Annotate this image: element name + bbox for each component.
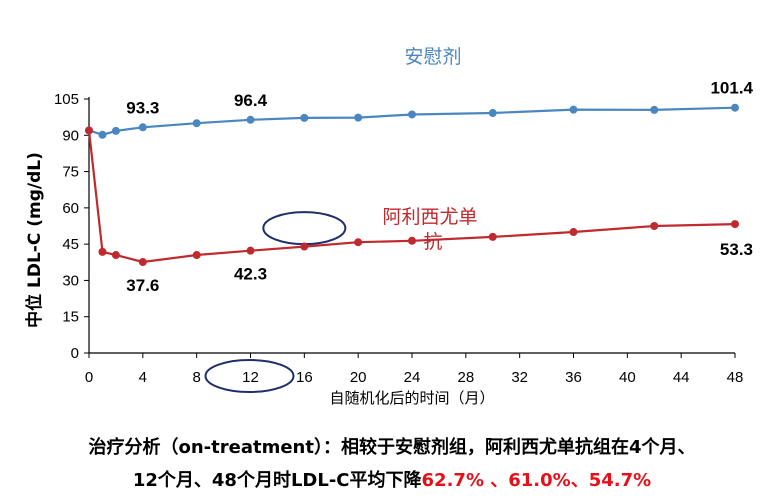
series-points xyxy=(85,103,739,267)
caption-reduction-values: 62.7% 、61.0%、54.7% xyxy=(421,470,652,491)
x-tick-label: 16 xyxy=(296,369,313,386)
alirocumab-label-line2: 抗 xyxy=(423,231,442,253)
y-axis-ticks: 0 15 30 45 60 75 90 105 xyxy=(54,91,89,362)
y-tick-label: 0 xyxy=(71,345,79,362)
data-point xyxy=(731,220,739,229)
data-point xyxy=(408,236,416,245)
x-tick-label: 32 xyxy=(511,369,528,386)
data-point xyxy=(569,228,578,237)
curve-month-16-highlight-ellipse xyxy=(262,211,347,246)
data-point xyxy=(488,232,497,241)
data-label: 101.4 xyxy=(710,79,753,98)
data-point xyxy=(300,113,309,122)
alirocumab-label-line1: 阿利西尤单 xyxy=(382,206,477,228)
data-point xyxy=(192,251,201,260)
caption-line-2: 12个月、48个月时LDL-C平均下降62.7% 、61.0%、54.7% xyxy=(0,466,784,492)
y-tick-label: 90 xyxy=(62,127,79,144)
x-tick-label: 44 xyxy=(673,369,690,386)
data-point xyxy=(246,115,255,124)
y-tick-label: 75 xyxy=(62,164,79,181)
data-point xyxy=(138,258,147,267)
y-tick-label: 30 xyxy=(62,272,79,289)
x-tick-label: 40 xyxy=(619,369,636,386)
data-point xyxy=(98,247,107,256)
x-tick-label: 48 xyxy=(727,369,744,386)
data-point xyxy=(650,222,659,230)
data-point xyxy=(731,103,739,112)
x-tick-12-highlight-ellipse xyxy=(204,359,295,393)
y-axis-title: 中位 LDL-C (mg/dL) xyxy=(24,152,45,328)
y-tick-label: 45 xyxy=(62,236,79,253)
data-label: 42.3 xyxy=(234,265,267,284)
data-point xyxy=(192,119,201,128)
x-tick-label: 28 xyxy=(457,369,474,386)
data-point xyxy=(569,105,578,114)
data-labels: 93.3 96.4 101.4 37.6 42.3 53.3 xyxy=(126,79,753,295)
data-point xyxy=(111,126,120,135)
data-point xyxy=(111,251,120,260)
y-tick-label: 105 xyxy=(54,91,79,108)
caption-line-2-text: 12个月、48个月时LDL-C平均下降 xyxy=(132,470,422,491)
placebo-series-label: 安慰剂 xyxy=(404,46,461,68)
data-point xyxy=(138,123,147,132)
x-tick-label: 8 xyxy=(192,369,200,386)
y-tick-label: 15 xyxy=(62,309,79,326)
data-label: 96.4 xyxy=(234,91,268,110)
data-point xyxy=(650,105,659,114)
alirocumab-series-label: 阿利西尤单 抗 xyxy=(382,206,483,253)
highlight-ellipses xyxy=(204,211,347,393)
x-tick-label: 24 xyxy=(404,369,421,386)
data-point xyxy=(354,238,363,247)
caption-line-1: 治疗分析（on-treatment）：相较于安慰剂组，阿利西尤单抗组在4个月、 xyxy=(88,437,696,458)
x-tick-label: 20 xyxy=(350,369,367,386)
data-point xyxy=(408,110,416,119)
x-tick-label: 36 xyxy=(565,369,582,386)
data-label: 53.3 xyxy=(720,240,753,259)
data-point xyxy=(488,109,497,118)
data-point xyxy=(300,242,309,251)
x-axis-title: 自随机化后的时间（月） xyxy=(329,389,494,407)
x-tick-label: 4 xyxy=(139,369,147,386)
data-point xyxy=(354,113,363,122)
y-tick-label: 60 xyxy=(62,200,79,217)
x-tick-label: 0 xyxy=(85,369,93,386)
x-tick-label: 12 xyxy=(242,369,259,386)
x-axis-ticks: 0 4 8 12 16 20 24 28 32 36 40 44 48 xyxy=(85,353,744,386)
data-point xyxy=(98,130,107,139)
data-point xyxy=(85,126,93,135)
data-point xyxy=(246,246,255,255)
data-label: 37.6 xyxy=(126,276,159,295)
data-label: 93.3 xyxy=(126,98,159,117)
